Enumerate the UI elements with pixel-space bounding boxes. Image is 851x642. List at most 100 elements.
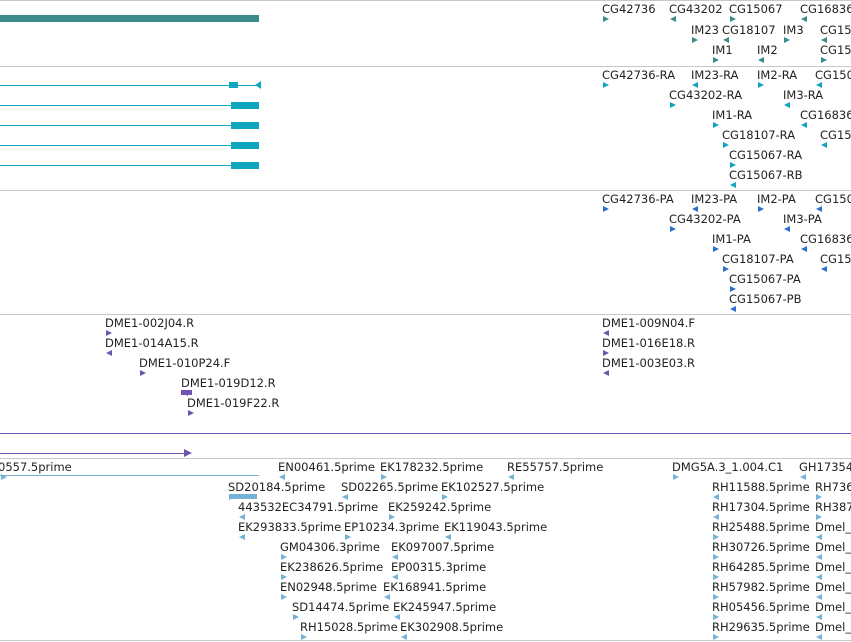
cdna-label[interactable]: EK245947.5prime	[393, 600, 497, 614]
cdna-label[interactable]: RH15028.5prime	[300, 620, 398, 634]
est-label[interactable]: DME1-009N04.F	[602, 316, 695, 330]
cdna-glyph-icon[interactable]	[713, 494, 719, 500]
transcript-glyph-icon[interactable]	[758, 82, 764, 88]
transcript-label[interactable]: CG42736-RA	[602, 68, 676, 82]
cdna-label[interactable]: Dmel_	[815, 620, 851, 634]
transcript-glyph-icon[interactable]	[723, 142, 729, 148]
cdna-glyph-icon[interactable]	[345, 534, 351, 540]
protein-glyph-icon[interactable]	[723, 266, 729, 272]
cdna-glyph-icon[interactable]	[508, 474, 514, 480]
cdna-label[interactable]: Dmel_	[815, 520, 851, 534]
cdna-glyph-icon[interactable]	[281, 574, 287, 580]
gene-glyph-icon[interactable]	[821, 57, 827, 63]
cdna-label[interactable]: EK238626.5prime	[280, 560, 384, 574]
cdna-feature-bar[interactable]	[229, 494, 257, 499]
protein-label[interactable]: IM23-PA	[691, 192, 738, 206]
cdna-glyph-icon[interactable]	[281, 594, 287, 600]
transcript-glyph-icon[interactable]	[713, 122, 719, 128]
cdna-glyph-icon[interactable]	[1, 474, 7, 480]
protein-label[interactable]: IM2-PA	[757, 192, 796, 206]
protein-glyph-icon[interactable]	[730, 306, 736, 312]
cdna-glyph-icon[interactable]	[394, 614, 400, 620]
est-label[interactable]: DME1-002J04.R	[105, 316, 195, 330]
gene-label[interactable]: CG43202	[669, 2, 723, 16]
cdna-label[interactable]: RH64285.5prime	[712, 560, 810, 574]
protein-label[interactable]: CG43202-PA	[669, 212, 741, 226]
transcript-label[interactable]: CG16836	[800, 108, 851, 122]
gene-label[interactable]: IM23	[691, 23, 719, 37]
cdna-glyph-icon[interactable]	[281, 554, 287, 560]
gene-glyph-icon[interactable]	[670, 16, 676, 22]
protein-glyph-icon[interactable]	[713, 246, 719, 252]
cdna-label[interactable]: EN02948.5prime	[280, 580, 377, 594]
cdna-glyph-icon[interactable]	[816, 634, 822, 640]
cdna-glyph-icon[interactable]	[800, 474, 806, 480]
protein-label[interactable]: CG15067	[820, 252, 851, 266]
est-label[interactable]: DME1-003E03.R	[602, 356, 696, 370]
cdna-glyph-icon[interactable]	[239, 514, 245, 520]
protein-glyph-icon[interactable]	[603, 206, 609, 212]
cdna-label[interactable]: SD20184.5prime	[228, 480, 326, 494]
protein-label[interactable]: CG18107-PA	[722, 252, 794, 266]
cdna-label[interactable]: EK178232.5prime	[380, 460, 484, 474]
protein-label[interactable]: CG15067-PB	[729, 292, 802, 306]
protein-label[interactable]: CG15067-PA	[729, 272, 801, 286]
cdna-label[interactable]: RH05456.5prime	[712, 600, 810, 614]
transcript-glyph-icon[interactable]	[670, 102, 676, 108]
transcript-glyph-icon[interactable]	[603, 82, 609, 88]
gene-glyph-icon[interactable]	[821, 37, 827, 43]
cdna-label[interactable]: RH57982.5prime	[712, 580, 810, 594]
cdna-label[interactable]: EK168941.5prime	[383, 580, 487, 594]
cdna-glyph-icon[interactable]	[442, 494, 448, 500]
transcript-label[interactable]: CG15067-RB	[729, 168, 803, 182]
cdna-glyph-icon[interactable]	[673, 474, 679, 480]
cdna-label[interactable]: Dmel_	[815, 580, 851, 594]
cdna-label[interactable]: RH25488.5prime	[712, 520, 810, 534]
gene-label[interactable]: CG18107	[722, 23, 776, 37]
cdna-glyph-icon[interactable]	[301, 634, 307, 640]
transcript-glyph-icon[interactable]	[784, 102, 790, 108]
cdna-glyph-icon[interactable]	[381, 474, 387, 480]
cdna-glyph-icon[interactable]	[293, 614, 299, 620]
cdna-glyph-icon[interactable]	[229, 494, 235, 500]
gene-label[interactable]: CG15067	[820, 23, 851, 37]
cdna-label[interactable]: EK259242.5prime	[388, 500, 492, 514]
est-label[interactable]: DME1-016E18.R	[602, 336, 696, 350]
protein-label[interactable]: CG42736-PA	[602, 192, 674, 206]
cdna-glyph-icon[interactable]	[445, 534, 451, 540]
transcript-feature[interactable]	[0, 165, 259, 166]
cdna-label[interactable]: EK119043.5prime	[444, 520, 548, 534]
cdna-label[interactable]: EK293833.5prime	[238, 520, 342, 534]
cdna-glyph-icon[interactable]	[713, 574, 719, 580]
cdna-label[interactable]: Dmel_	[815, 560, 851, 574]
gene-label[interactable]: CG15067	[729, 2, 783, 16]
cdna-glyph-icon[interactable]	[816, 514, 822, 520]
cdna-glyph-icon[interactable]	[279, 474, 285, 480]
cdna-glyph-icon[interactable]	[392, 574, 398, 580]
cdna-label[interactable]: GM04306.3prime	[280, 540, 380, 554]
cdna-glyph-icon[interactable]	[816, 554, 822, 560]
cdna-label[interactable]: EP10234.3prime	[344, 520, 440, 534]
cdna-glyph-icon[interactable]	[713, 514, 719, 520]
transcript-label[interactable]: CG15067	[815, 68, 851, 82]
transcript-glyph-icon[interactable]	[692, 82, 698, 88]
cdna-glyph-icon[interactable]	[713, 634, 719, 640]
gene-label[interactable]: IM3	[783, 23, 804, 37]
cdna-glyph-icon[interactable]	[389, 514, 395, 520]
cdna-label[interactable]: RH29635.5prime	[712, 620, 810, 634]
gene-label[interactable]: IM1	[712, 43, 733, 57]
transcript-label[interactable]: IM23-RA	[691, 68, 739, 82]
est-alignment-line[interactable]	[0, 453, 188, 454]
est-glyph-icon[interactable]	[188, 410, 194, 416]
cdna-glyph-icon[interactable]	[816, 534, 822, 540]
cdna-glyph-icon[interactable]	[713, 594, 719, 600]
protein-label[interactable]: IM1-PA	[712, 232, 751, 246]
est-glyph-icon[interactable]	[603, 330, 609, 336]
est-label[interactable]: DME1-014A15.R	[105, 336, 199, 350]
cdna-label[interactable]: EP00315.3prime	[391, 560, 487, 574]
cdna-glyph-icon[interactable]	[713, 614, 719, 620]
protein-glyph-icon[interactable]	[801, 246, 807, 252]
gene-label[interactable]: CG15067	[820, 43, 851, 57]
est-label[interactable]: DME1-010P24.F	[139, 356, 231, 370]
protein-glyph-icon[interactable]	[670, 226, 676, 232]
